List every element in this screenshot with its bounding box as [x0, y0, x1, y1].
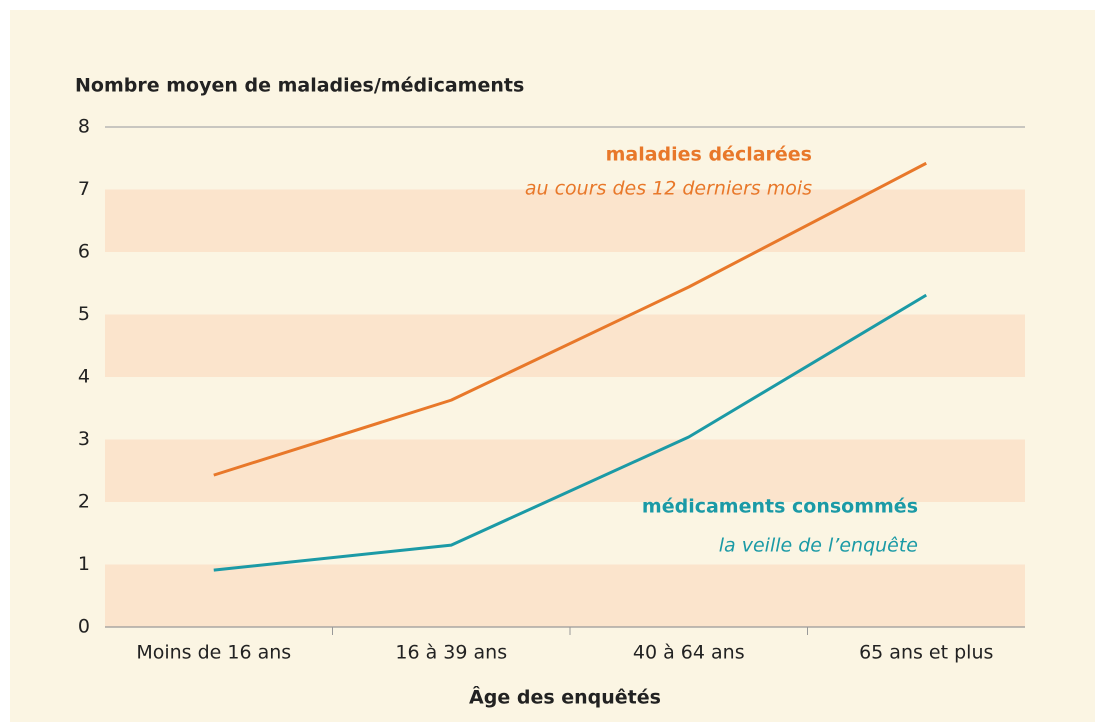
y-tick-label: 6 — [78, 241, 90, 263]
chart-title: Nombre moyen de maladies/médicaments — [75, 75, 524, 97]
y-tick-label: 0 — [78, 616, 90, 638]
y-tick-label: 8 — [78, 116, 90, 138]
y-tick-label: 1 — [78, 553, 90, 575]
line — [213, 161, 927, 477]
legend-label: maladies déclarées — [606, 144, 812, 166]
band — [105, 189, 1025, 252]
y-tick-label: 3 — [78, 428, 90, 450]
x-tick-label: 65 ans et plus — [859, 642, 993, 664]
legend-note: au cours des 12 derniers mois — [525, 178, 812, 200]
band — [105, 439, 1025, 502]
x-tick-label: 16 à 39 ans — [395, 642, 507, 664]
band — [105, 564, 1025, 627]
y-tick-label: 4 — [78, 366, 90, 388]
legend-label: médicaments consommés — [642, 496, 918, 518]
line — [213, 293, 928, 572]
x-tick-label: Moins de 16 ans — [136, 642, 291, 664]
x-tick-label: 40 à 64 ans — [633, 642, 745, 664]
x-axis-label: Âge des enquêtés — [469, 686, 661, 709]
legend-note: la veille de l’enquête — [719, 535, 918, 557]
y-tick-label: 5 — [78, 303, 90, 325]
y-tick-label: 7 — [78, 178, 90, 200]
y-tick-label: 2 — [78, 491, 90, 513]
